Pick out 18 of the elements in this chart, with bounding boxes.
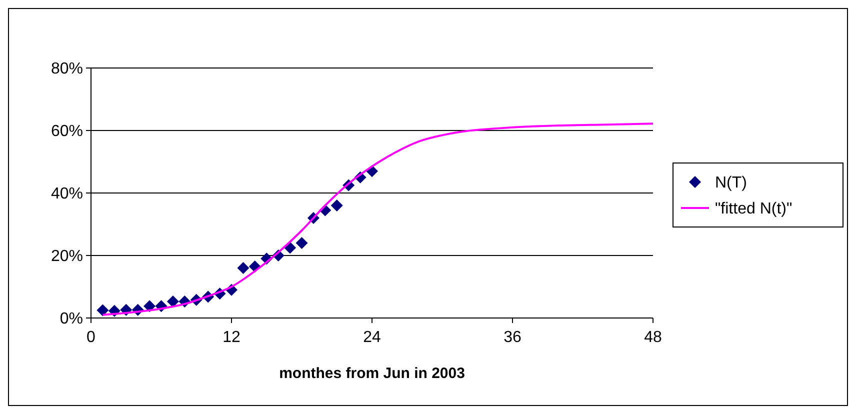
x-tick-label: 24	[363, 329, 381, 346]
y-tick-label: 80%	[50, 60, 83, 78]
legend-label: N(T)	[715, 174, 747, 192]
y-tick-label: 40%	[50, 186, 83, 203]
y-tick-label: 60%	[50, 123, 83, 140]
y-tick-label: 20%	[50, 248, 83, 266]
x-tick-label: 36	[504, 329, 522, 346]
point	[166, 295, 179, 308]
point	[330, 200, 343, 212]
x-tick-label: 12	[222, 329, 240, 346]
x-axis-title: monthes from Jun in 2003	[279, 365, 465, 382]
y-tick-label: 0%	[60, 310, 83, 328]
point	[296, 237, 308, 249]
legend-label: "fitted N(t)"	[715, 200, 792, 218]
point	[237, 262, 250, 274]
x-tick-label: 0	[86, 329, 96, 346]
x-tick-label: 48	[644, 329, 662, 346]
point	[96, 304, 109, 316]
